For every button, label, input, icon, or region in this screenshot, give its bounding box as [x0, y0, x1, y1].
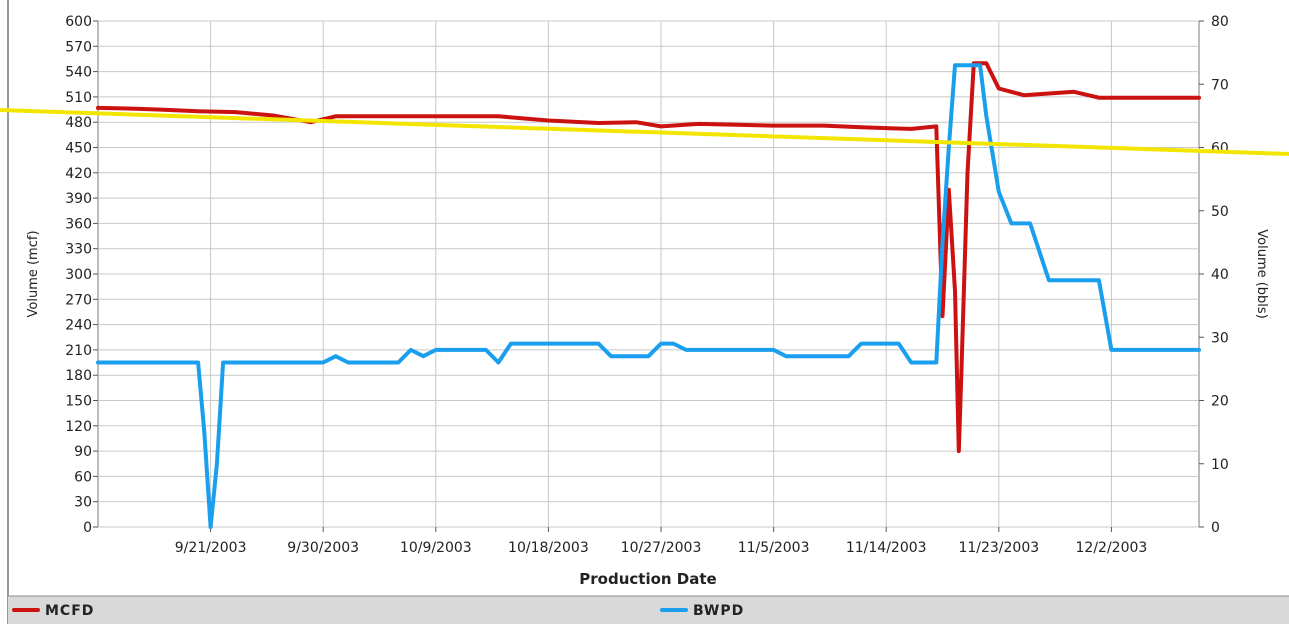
x-tick-label: 10/27/2003 — [621, 540, 702, 556]
x-axis-title: Production Date — [579, 570, 716, 588]
legend-label-bwpd: BWPD — [693, 603, 744, 619]
y-left-tick-label: 330 — [65, 242, 92, 258]
y-left-tick-label: 450 — [65, 141, 92, 157]
grid — [98, 20, 1199, 528]
x-tick-label: 12/2/2003 — [1076, 540, 1148, 556]
y-left-tick-label: 270 — [65, 292, 92, 308]
left-axis-ticks: 0 30 60 90 120 150 180 210 240 270 300 330 360 390 420… — [65, 14, 98, 536]
y-right-tick-label: 30 — [1211, 330, 1229, 346]
y-left-tick-label: 420 — [65, 166, 92, 182]
y-right-tick-label: 40 — [1211, 267, 1229, 283]
x-axis-ticks: 9/21/2003 9/30/2003 10/9/2003 10/18/2003 10/… — [175, 527, 1148, 556]
right-axis-ticks: 0 10 20 30 40 50 60 70 80 — [1199, 14, 1229, 536]
y-left-tick-label: 390 — [65, 191, 92, 207]
y-left-tick-label: 210 — [65, 343, 92, 359]
y-left-tick-label: 180 — [65, 368, 92, 384]
x-tick-label: 11/14/2003 — [846, 540, 927, 556]
y-left-tick-label: 240 — [65, 318, 92, 334]
x-tick-label: 9/21/2003 — [175, 540, 247, 556]
y-left-tick-label: 360 — [65, 216, 92, 232]
y-right-tick-label: 50 — [1211, 204, 1229, 220]
legend-label-mcfd: MCFD — [45, 603, 94, 619]
y-right-tick-label: 80 — [1211, 14, 1229, 30]
y-left-tick-label: 120 — [65, 419, 92, 435]
y-left-tick-label: 300 — [65, 267, 92, 283]
y-left-tick-label: 0 — [83, 520, 92, 536]
x-tick-label: 10/18/2003 — [508, 540, 589, 556]
y-right-title: Volume (bbls) — [1254, 229, 1269, 319]
y-left-tick-label: 30 — [74, 495, 92, 511]
y-left-tick-label: 570 — [65, 39, 92, 55]
y-right-tick-label: 20 — [1211, 394, 1229, 410]
y-left-tick-label: 600 — [65, 14, 92, 30]
x-tick-label: 10/9/2003 — [400, 540, 472, 556]
y-right-tick-label: 70 — [1211, 77, 1229, 93]
y-right-tick-label: 10 — [1211, 457, 1229, 473]
x-tick-label: 9/30/2003 — [287, 540, 359, 556]
legend: MCFD BWPD — [12, 603, 744, 619]
y-left-title: Volume (mcf) — [26, 230, 41, 317]
y-left-tick-label: 60 — [74, 469, 92, 485]
y-right-tick-label: 0 — [1211, 520, 1220, 536]
y-left-tick-label: 480 — [65, 115, 92, 131]
trend-line-annotation — [0, 108, 1289, 156]
x-tick-label: 11/23/2003 — [958, 540, 1039, 556]
x-tick-label: 11/5/2003 — [738, 540, 810, 556]
y-left-tick-label: 150 — [65, 394, 92, 410]
series-line-bwpd — [96, 63, 1201, 529]
y-left-tick-label: 90 — [74, 444, 92, 460]
y-left-tick-label: 510 — [65, 90, 92, 106]
y-left-tick-label: 540 — [65, 65, 92, 81]
y-right-tick-label: 60 — [1211, 141, 1229, 157]
legend-bar — [8, 596, 1289, 624]
